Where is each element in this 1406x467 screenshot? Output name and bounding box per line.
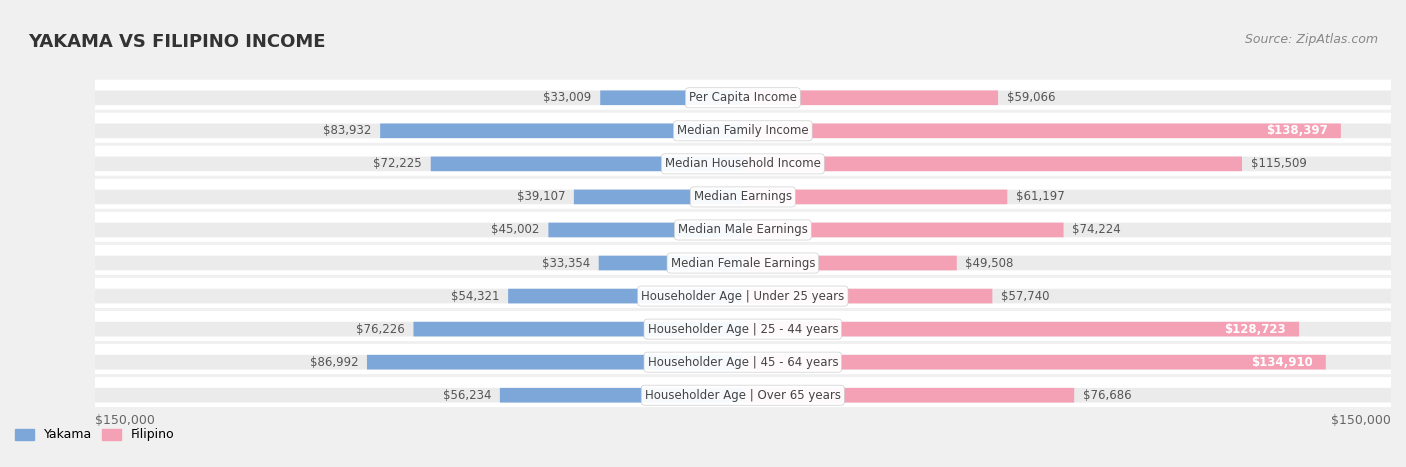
Text: Householder Age | 45 - 64 years: Householder Age | 45 - 64 years — [648, 356, 838, 368]
FancyBboxPatch shape — [94, 212, 1391, 242]
Text: $138,397: $138,397 — [1267, 124, 1327, 137]
FancyBboxPatch shape — [742, 256, 1391, 270]
Text: $86,992: $86,992 — [309, 356, 359, 368]
FancyBboxPatch shape — [742, 123, 1341, 138]
FancyBboxPatch shape — [742, 91, 1391, 105]
FancyBboxPatch shape — [94, 245, 1391, 275]
Text: $134,910: $134,910 — [1251, 356, 1313, 368]
FancyBboxPatch shape — [742, 190, 1007, 204]
FancyBboxPatch shape — [413, 322, 742, 336]
FancyBboxPatch shape — [742, 256, 956, 270]
Text: $33,354: $33,354 — [541, 256, 591, 269]
FancyBboxPatch shape — [501, 388, 742, 403]
FancyBboxPatch shape — [94, 355, 742, 369]
FancyBboxPatch shape — [94, 223, 742, 237]
FancyBboxPatch shape — [742, 388, 1074, 403]
FancyBboxPatch shape — [430, 156, 742, 171]
FancyBboxPatch shape — [742, 289, 1391, 304]
Text: YAKAMA VS FILIPINO INCOME: YAKAMA VS FILIPINO INCOME — [28, 33, 326, 51]
FancyBboxPatch shape — [94, 91, 742, 105]
Text: Median Male Earnings: Median Male Earnings — [678, 224, 808, 236]
Text: Per Capita Income: Per Capita Income — [689, 91, 797, 104]
FancyBboxPatch shape — [94, 123, 742, 138]
Text: $49,508: $49,508 — [966, 256, 1014, 269]
Text: Householder Age | Over 65 years: Householder Age | Over 65 years — [645, 389, 841, 402]
Text: $74,224: $74,224 — [1073, 224, 1121, 236]
FancyBboxPatch shape — [94, 388, 742, 403]
Text: $61,197: $61,197 — [1017, 191, 1064, 204]
FancyBboxPatch shape — [742, 355, 1326, 369]
Text: $76,226: $76,226 — [356, 323, 405, 336]
Text: Source: ZipAtlas.com: Source: ZipAtlas.com — [1244, 33, 1378, 46]
FancyBboxPatch shape — [94, 344, 1391, 374]
Text: $76,686: $76,686 — [1083, 389, 1132, 402]
Legend: Yakama, Filipino: Yakama, Filipino — [15, 428, 174, 441]
Text: $72,225: $72,225 — [374, 157, 422, 170]
Text: Median Female Earnings: Median Female Earnings — [671, 256, 815, 269]
Text: $128,723: $128,723 — [1225, 323, 1286, 336]
FancyBboxPatch shape — [742, 156, 1241, 171]
FancyBboxPatch shape — [548, 223, 742, 237]
FancyBboxPatch shape — [742, 190, 1391, 204]
FancyBboxPatch shape — [599, 256, 742, 270]
Text: $54,321: $54,321 — [451, 290, 499, 303]
FancyBboxPatch shape — [742, 322, 1391, 336]
FancyBboxPatch shape — [742, 223, 1063, 237]
Text: $56,234: $56,234 — [443, 389, 491, 402]
Text: Median Family Income: Median Family Income — [678, 124, 808, 137]
FancyBboxPatch shape — [742, 322, 1299, 336]
FancyBboxPatch shape — [94, 156, 742, 171]
FancyBboxPatch shape — [94, 146, 1391, 176]
FancyBboxPatch shape — [94, 377, 1391, 407]
FancyBboxPatch shape — [94, 311, 1391, 341]
FancyBboxPatch shape — [742, 388, 1391, 403]
FancyBboxPatch shape — [742, 223, 1391, 237]
FancyBboxPatch shape — [94, 256, 742, 270]
FancyBboxPatch shape — [94, 289, 742, 304]
Text: $150,000: $150,000 — [94, 414, 155, 426]
FancyBboxPatch shape — [380, 123, 742, 138]
Text: $150,000: $150,000 — [1331, 414, 1391, 426]
FancyBboxPatch shape — [94, 190, 742, 204]
Text: $57,740: $57,740 — [1001, 290, 1049, 303]
FancyBboxPatch shape — [742, 289, 993, 304]
Text: $45,002: $45,002 — [491, 224, 540, 236]
FancyBboxPatch shape — [742, 123, 1391, 138]
FancyBboxPatch shape — [94, 80, 1391, 110]
Text: $83,932: $83,932 — [323, 124, 371, 137]
FancyBboxPatch shape — [742, 355, 1391, 369]
FancyBboxPatch shape — [367, 355, 742, 369]
FancyBboxPatch shape — [94, 179, 1391, 209]
FancyBboxPatch shape — [94, 322, 742, 336]
Text: $59,066: $59,066 — [1007, 91, 1056, 104]
FancyBboxPatch shape — [574, 190, 742, 204]
Text: Householder Age | 25 - 44 years: Householder Age | 25 - 44 years — [648, 323, 838, 336]
Text: Householder Age | Under 25 years: Householder Age | Under 25 years — [641, 290, 845, 303]
FancyBboxPatch shape — [508, 289, 742, 304]
FancyBboxPatch shape — [742, 156, 1391, 171]
FancyBboxPatch shape — [600, 91, 742, 105]
Text: Median Household Income: Median Household Income — [665, 157, 821, 170]
Text: $115,509: $115,509 — [1250, 157, 1306, 170]
Text: $33,009: $33,009 — [543, 91, 592, 104]
Text: Median Earnings: Median Earnings — [693, 191, 792, 204]
FancyBboxPatch shape — [94, 113, 1391, 143]
FancyBboxPatch shape — [742, 91, 998, 105]
FancyBboxPatch shape — [94, 278, 1391, 308]
Text: $39,107: $39,107 — [517, 191, 565, 204]
